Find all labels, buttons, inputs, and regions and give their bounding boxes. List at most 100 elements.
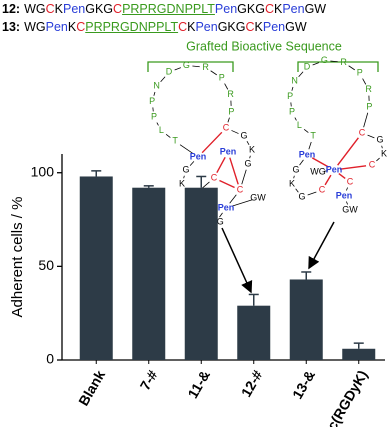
bond [323,170,329,172]
bond [174,67,181,71]
bond [307,191,317,196]
x-tick-label: 13-& [289,367,318,401]
residue: K [289,178,295,188]
bracket [147,61,379,72]
residue: T [172,136,178,146]
residue: G [321,55,328,65]
residue: C [237,184,244,194]
residue: D [304,62,311,72]
bar [79,176,113,360]
bond [312,62,319,66]
bond [153,91,156,96]
sequence-segment: C [76,20,86,34]
y-tick-label: 0 [46,351,54,367]
bond [367,134,375,139]
residue: C [347,176,354,186]
residue: P [149,96,155,106]
annotation: Grafted Bioactive Sequence [186,39,342,53]
sequence-segment: WG [24,20,46,34]
residue: G [182,164,189,174]
residue: G [298,191,305,201]
bar [132,187,166,360]
residue: G [244,158,251,168]
residue: K [249,144,255,154]
bond [179,144,194,154]
residue: C [319,184,326,194]
sequence-segment: C [264,2,274,16]
bond [308,141,312,150]
residue: N [291,76,298,86]
bond [345,201,349,205]
sequence-label: 13: [2,20,21,34]
residue: R [227,89,234,99]
bond [183,175,185,179]
y-tick-label: 50 [38,257,54,273]
residue: G [376,134,383,144]
sequence-segment: C [245,20,255,34]
sequence-segment: GKG [237,2,265,16]
bond [298,71,304,77]
x-tick-label: 11-& [184,367,213,401]
sequence-segment: Pen [214,2,238,16]
residue: G [183,60,190,70]
sequence-segment: Pen [45,20,68,34]
bond [224,83,229,90]
bond [295,188,299,193]
residue: C [211,172,218,182]
residue: P [151,112,157,122]
bond [227,117,230,123]
bond [160,76,166,82]
sequence-segment: Pen [282,2,305,16]
bond [303,129,309,133]
bar [342,348,376,360]
residue: C [359,127,366,137]
sequence-segment: Pen [62,2,86,16]
bond [363,112,369,128]
bond [291,86,294,91]
bond [231,199,253,207]
residue: L [297,120,302,130]
bond [299,159,304,166]
residue: Pen [218,202,235,212]
residue: P [289,107,295,117]
residue: T [310,131,316,141]
sequence-segment: GW [285,20,307,34]
bond [192,65,200,68]
bond [294,117,297,121]
x-tick-label: 7-# [137,367,161,393]
sequence-segment: PRPRGDNPPLT [85,20,179,34]
sequence-segment: PRPRGDNPPLT [122,2,215,16]
bar [237,305,271,360]
bond [324,174,332,186]
sequence-segment: K [273,2,283,16]
bar [289,279,323,360]
residue: K [179,178,185,188]
sequence-line: 12: WGCKPenGKGCPRPRGDNPPLTPenGKGCKPenGW [2,2,326,16]
sequence-segment: K [54,2,63,16]
sequence-segment: C [45,2,55,16]
sequence-segment: K [67,20,77,34]
y-axis-label: Adherent cells / % [9,197,26,318]
residue: Pen [190,151,207,161]
residue: Pen [326,164,343,174]
residue: Pen [220,146,237,156]
bond [229,194,237,204]
bond [293,175,295,179]
sequence-segment: GKG [217,20,246,34]
bond [337,137,359,166]
residue: R [365,84,372,94]
residue: R [340,57,347,67]
residue: C [369,159,376,169]
arrow [308,221,335,270]
sequence-segment: Pen [195,20,218,34]
sequence-line: 13: WGPenKCPRPRGDNPPLTCKPenGKGCKPenGW [2,20,307,34]
arrow [221,227,253,294]
residue: P [287,91,293,101]
residue: P [366,101,372,111]
y-tick-label: 100 [31,163,55,179]
x-tick-label: c(RGDyK) [324,367,371,427]
residue: P [228,106,234,116]
sequence-segment: K [254,20,263,34]
